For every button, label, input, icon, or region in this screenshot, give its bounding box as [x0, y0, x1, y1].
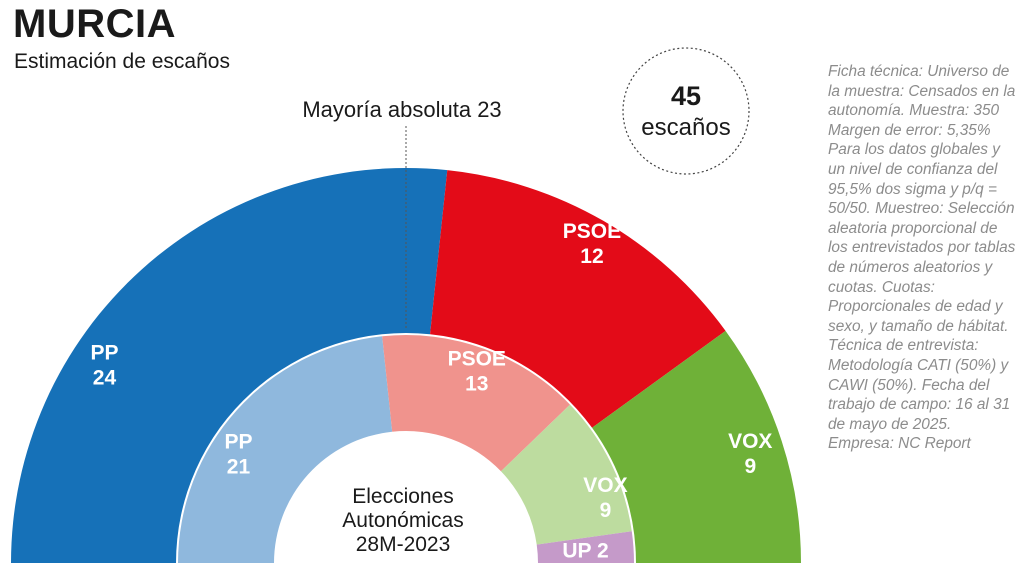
- inner-vox-name-label: VOX: [583, 474, 627, 497]
- outer-pp-value-label: 24: [93, 367, 117, 390]
- inner-psoe-name-label: PSOE: [448, 348, 506, 371]
- outer-psoe-segment: [430, 170, 726, 428]
- center-label-line1: Elecciones: [352, 485, 454, 508]
- majority-label: Mayoría absoluta 23: [302, 97, 501, 122]
- outer-psoe-name-label: PSOE: [563, 220, 621, 243]
- total-badge: [622, 47, 750, 175]
- total-number: 45: [671, 81, 701, 111]
- total-label: escaños: [641, 114, 730, 141]
- inner-up-segment: [536, 531, 634, 563]
- inner-pp-value-label: 21: [227, 456, 251, 479]
- center-label-line2: Autonómicas: [342, 509, 463, 532]
- inner-psoe-segment: [382, 335, 571, 472]
- inner-vox-value-label: 9: [600, 499, 612, 522]
- outer-vox-segment: [592, 330, 801, 563]
- inner-pp-name-label: PP: [224, 431, 252, 454]
- ficha-tecnica: Ficha técnica: Universo de la muestra: C…: [828, 63, 1016, 453]
- inner-vox-segment: [500, 404, 632, 545]
- inner-psoe-value-label: 13: [465, 373, 488, 396]
- outer-vox-value-label: 9: [744, 455, 756, 478]
- outer-pp-segment: [11, 167, 448, 563]
- outer-vox-name-label: VOX: [728, 430, 772, 453]
- inner-up-label: UP 2: [562, 539, 608, 562]
- chart-title: MURCIA: [13, 2, 176, 46]
- outer-psoe-value-label: 12: [580, 245, 603, 268]
- center-label-line3: 28M-2023: [356, 533, 451, 556]
- inner-pp-segment: [178, 336, 393, 563]
- outer-pp-name-label: PP: [90, 342, 118, 365]
- chart-subtitle: Estimación de escaños: [14, 50, 230, 73]
